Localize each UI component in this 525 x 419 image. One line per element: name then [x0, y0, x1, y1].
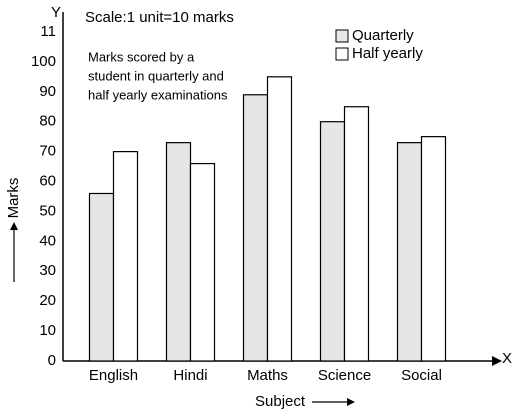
y-tick-label: 70 [39, 143, 56, 160]
x-tick-label: Maths [247, 367, 288, 384]
y-tick-label: 40 [39, 232, 56, 249]
x-tick-label: English [89, 367, 138, 384]
legend-swatch [335, 47, 349, 61]
bar [266, 76, 293, 362]
bar [189, 162, 216, 362]
y-tick-label: 80 [39, 113, 56, 130]
y-axis-label: Marks [5, 178, 22, 219]
bar [396, 142, 423, 362]
x-axis-arrowhead [492, 356, 502, 366]
y-tick-label: 0 [48, 352, 56, 369]
bar [112, 151, 139, 362]
bar [343, 106, 370, 362]
annotation: Marks scored by a [88, 49, 195, 64]
bar [88, 192, 115, 362]
y-tick-label: 50 [39, 202, 56, 219]
x-tick-label: Social [401, 367, 442, 384]
bar [420, 136, 447, 362]
x-tick-label: Hindi [173, 367, 207, 384]
bar [165, 142, 192, 362]
y-tick-label: 20 [39, 292, 56, 309]
y-tick-label: 30 [39, 262, 56, 279]
y-axis-letter: Y [51, 4, 61, 21]
legend-label: Half yearly [352, 45, 423, 62]
y-tick-label: 11 [40, 23, 56, 40]
x-axis-letter: X [502, 350, 512, 367]
y-tick-label: 60 [39, 172, 56, 189]
legend-swatch [335, 29, 349, 43]
legend-label: Quarterly [352, 27, 414, 44]
y-tick-label: 10 [39, 322, 56, 339]
y-tick-label: 100 [31, 53, 56, 70]
annotation: student in quarterly and [88, 68, 224, 83]
chart-title: Scale:1 unit=10 marks [85, 9, 234, 26]
y-tick-label: 90 [39, 83, 56, 100]
bar [242, 94, 269, 362]
x-label-arrowhead [347, 398, 355, 406]
y-label-arrowhead [10, 222, 18, 230]
x-tick-label: Science [318, 367, 371, 384]
x-axis-label: Subject [255, 393, 306, 410]
annotation: half yearly examinations [88, 87, 228, 102]
bar [319, 121, 346, 362]
